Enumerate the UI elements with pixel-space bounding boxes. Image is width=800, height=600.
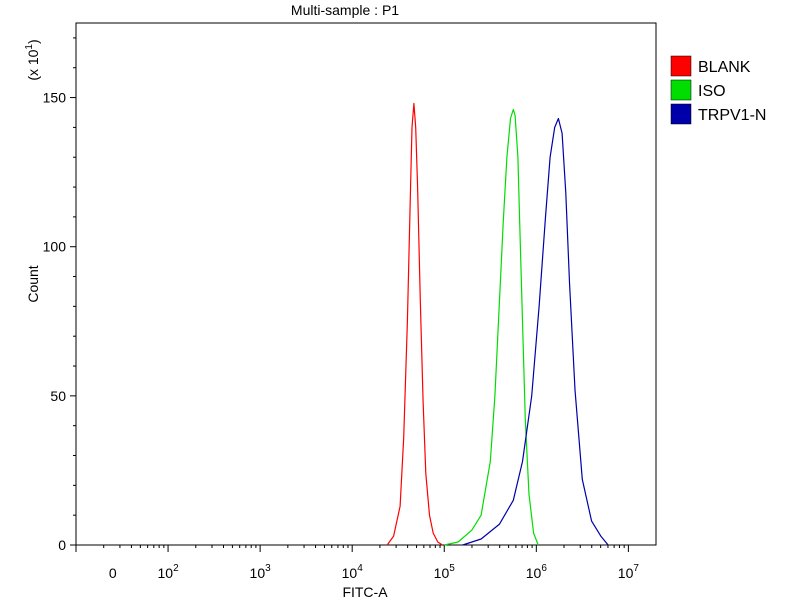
svg-text:(x 101): (x 101) xyxy=(24,39,41,80)
x-tick-label: 106 xyxy=(526,563,548,581)
x-tick-label: 107 xyxy=(618,563,640,581)
y-axis-title: Count xyxy=(25,265,41,302)
x-tick-label: 0 xyxy=(109,565,117,581)
legend: BLANK ISO TRPV1-N xyxy=(670,55,766,125)
y-tick-label: 0 xyxy=(58,537,66,553)
legend-swatch xyxy=(670,103,692,125)
x-tick-label: 103 xyxy=(250,563,272,581)
y-tick-label: 100 xyxy=(43,239,67,255)
x-tick-label: 104 xyxy=(342,563,364,581)
y-tick-label: 50 xyxy=(50,388,66,404)
legend-label: ISO xyxy=(698,83,726,100)
chart-title: Multi-sample : P1 xyxy=(291,2,399,18)
series-line-blank xyxy=(386,102,443,546)
x-axis-title: FITC-A xyxy=(342,584,388,600)
y-multiplier-base: (x 10 xyxy=(25,49,41,80)
y-tick-label: 150 xyxy=(43,90,67,106)
y-multiplier-label: (x 101) xyxy=(24,39,41,80)
series-line-iso xyxy=(444,108,539,546)
y-axis: 0 50 100 150 xyxy=(43,37,76,553)
series-line-trpv1-n xyxy=(462,117,609,546)
y-multiplier-exponent: 1 xyxy=(24,44,35,50)
legend-swatch xyxy=(670,55,692,77)
x-tick-label: 102 xyxy=(157,563,179,581)
x-tick-label: 105 xyxy=(434,563,456,581)
legend-swatch xyxy=(670,79,692,101)
series-layer xyxy=(386,102,609,546)
legend-label: TRPV1-N xyxy=(698,107,766,124)
legend-label: BLANK xyxy=(698,59,751,76)
x-axis: 0 102 103 104 105 106 107 xyxy=(75,545,640,581)
plot-area-frame xyxy=(75,22,657,546)
